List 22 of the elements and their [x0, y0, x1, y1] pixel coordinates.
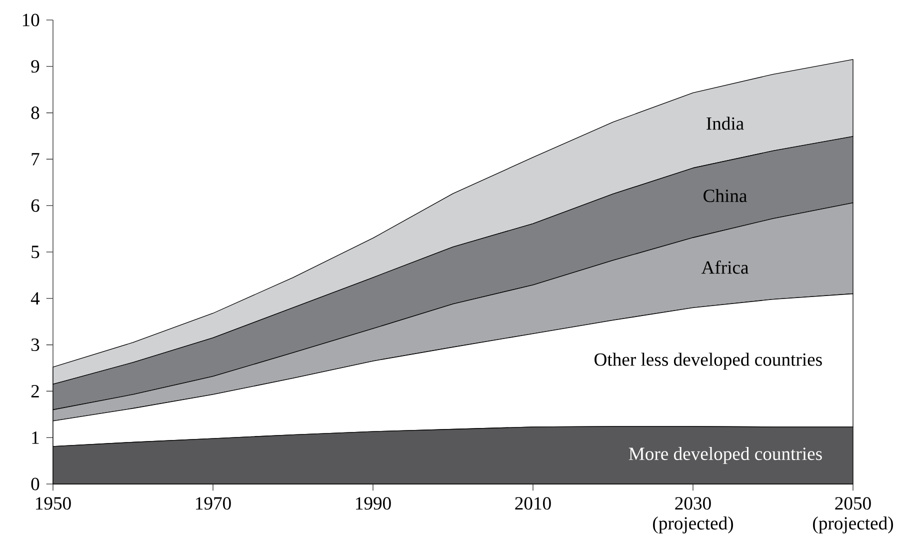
series-label: Africa	[701, 260, 748, 274]
y-tick-label: 2	[31, 385, 39, 398]
x-tick-label: 1990	[356, 497, 391, 510]
y-tick-label: 9	[31, 60, 40, 73]
x-tick-label: 2050 (projected)	[813, 497, 893, 534]
y-tick-label: 6	[31, 199, 40, 212]
y-tick-label: 0	[31, 478, 40, 490]
x-tick-label: 2030 (projected)	[653, 497, 733, 534]
series-label: More developed countries	[628, 447, 822, 464]
x-tick-label: 1970	[196, 497, 231, 510]
series-label: India	[706, 116, 744, 130]
y-tick-label: 7	[32, 153, 40, 166]
y-tick-label: 3	[31, 338, 40, 352]
y-tick-label: 5	[32, 246, 40, 258]
x-tick-label: 2010	[515, 497, 551, 510]
series-label: China	[704, 189, 747, 202]
x-tick-label: 1950	[36, 497, 71, 510]
y-tick-label: 10	[22, 14, 40, 26]
series-label: Other less developed countries	[594, 352, 822, 370]
y-tick-label: 8	[31, 106, 40, 120]
y-tick-label: 4	[30, 292, 40, 305]
y-tick-label: 1	[32, 431, 39, 444]
